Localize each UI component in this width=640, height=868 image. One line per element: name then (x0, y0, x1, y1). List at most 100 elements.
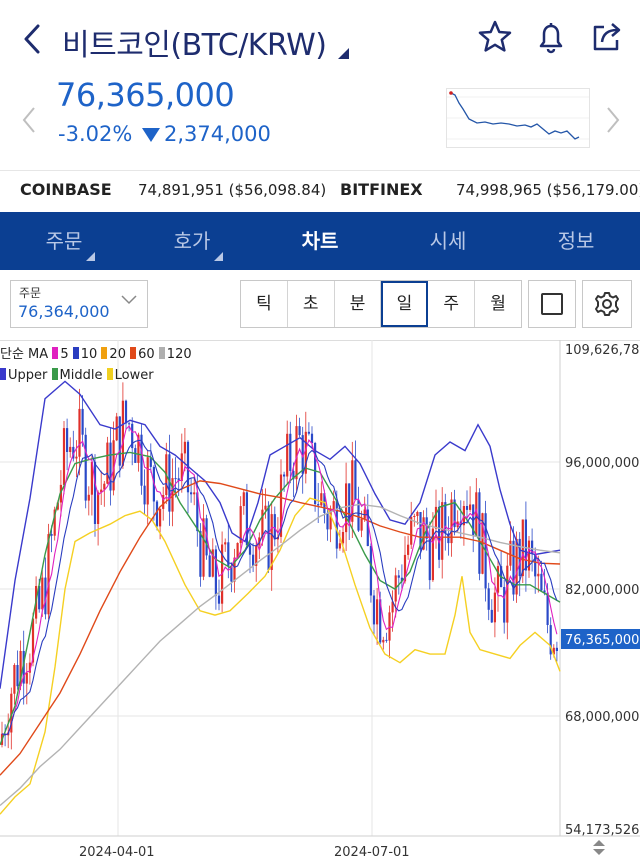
candle-body (183, 441, 186, 454)
chart-type-button[interactable] (528, 280, 576, 328)
period-month-button[interactable]: 월 (490, 294, 506, 314)
period-selector: 틱 초 분 일 주 월 (240, 280, 522, 328)
candle-body (410, 516, 413, 545)
series-line-60 (0, 480, 561, 776)
candle-body (326, 513, 329, 530)
candle-body (41, 577, 44, 610)
candle-body (546, 592, 549, 625)
ma5-line (1, 425, 558, 736)
period-minute-button[interactable]: 분 (335, 281, 382, 327)
lower-swatch (106, 368, 113, 380)
chart-canvas[interactable]: 109,626,785 96,000,000 82,000,000 68,000… (0, 340, 640, 864)
candle-body (314, 443, 317, 505)
star-icon[interactable] (476, 18, 514, 56)
candle-body (552, 647, 555, 655)
title-dropdown-caret-icon[interactable] (338, 48, 349, 59)
candle-body (267, 505, 270, 570)
candle-body (515, 538, 518, 595)
candle-body (354, 460, 357, 501)
candle-body (329, 510, 332, 530)
candle-body (369, 546, 372, 596)
candle-body (196, 492, 199, 532)
candle-body (28, 662, 31, 673)
candle-body (180, 453, 183, 481)
period-second-button[interactable]: 초 (288, 281, 335, 327)
chart-scroll-down-icon[interactable] (593, 849, 605, 855)
tab-quotes[interactable]: 시세 (429, 229, 467, 253)
chart-settings-button[interactable] (582, 280, 632, 328)
candle-body (360, 518, 363, 531)
candle-body (419, 512, 422, 550)
candle-body (56, 502, 59, 510)
candle-body (422, 517, 425, 550)
candle-body (465, 506, 469, 510)
candle-body (233, 557, 236, 582)
candle-body (341, 532, 345, 544)
candle-body (69, 446, 72, 452)
tab-order[interactable]: 주문 (45, 229, 83, 253)
chart-scroll-up-icon[interactable] (593, 840, 605, 846)
exchange-prices: COINBASE 74,891,951 ($56,098.84) BITFINE… (0, 170, 640, 211)
next-coin-icon[interactable] (604, 104, 622, 136)
candle-body (372, 595, 376, 625)
tab-info[interactable]: 정보 (557, 229, 595, 253)
candle-body (59, 484, 62, 503)
candle-body (143, 485, 146, 505)
candle-body (493, 592, 496, 623)
candle-body (335, 501, 338, 549)
chart-grid (0, 340, 640, 837)
candle-body (264, 505, 267, 510)
share-icon[interactable] (588, 18, 626, 56)
candle-body (208, 555, 211, 577)
candle-body (363, 509, 366, 519)
exchange-value: 74,998,965 ($56,179.00) (456, 181, 640, 199)
candle-body (273, 514, 276, 540)
candle-body (100, 489, 103, 493)
candle-body (72, 446, 75, 459)
candle-body (53, 509, 56, 536)
candle-body (131, 423, 134, 449)
candle-body (385, 639, 388, 641)
bb-legend: Upper Middle Lower (0, 368, 154, 383)
back-arrow-icon[interactable] (18, 22, 48, 56)
candle-body (38, 586, 41, 610)
bell-icon[interactable] (532, 18, 570, 56)
candle-body (19, 651, 22, 687)
candle-body (193, 492, 196, 495)
exchange-name: COINBASE (20, 180, 112, 199)
candle-body (202, 518, 205, 577)
coin-title[interactable]: 비트코인(BTC/KRW) (62, 28, 327, 63)
candle-body (478, 492, 481, 574)
period-week-button[interactable]: 주 (428, 281, 476, 327)
candle-body (84, 434, 87, 501)
candle-body (258, 537, 261, 546)
order-price-dropdown[interactable]: 주문 76,364,000 (10, 280, 148, 328)
candle-body (279, 474, 283, 537)
candle-body (301, 435, 304, 474)
series-line-120 (0, 503, 561, 807)
candle-body (78, 408, 81, 457)
prev-coin-icon[interactable] (20, 104, 38, 136)
candle-body (292, 470, 295, 480)
candle-body (453, 499, 456, 528)
candle-body (379, 599, 382, 643)
price-chart[interactable]: 109,626,785 96,000,000 82,000,000 68,000… (0, 340, 640, 864)
candle-body (255, 545, 258, 566)
candle-body (227, 542, 230, 566)
header: 비트코인(BTC/KRW) 76,365,000 -3.02% 2,374,00… (0, 0, 640, 168)
tab-chart[interactable]: 차트 (301, 229, 339, 253)
candle-body (469, 504, 472, 510)
candle-body (16, 665, 19, 687)
candle-body (159, 508, 162, 527)
tab-orderbook[interactable]: 호가 (173, 229, 211, 253)
candle-body (62, 428, 66, 485)
candle-body (555, 647, 558, 651)
candle-body (400, 577, 403, 582)
change-percent: -3.02% (58, 122, 133, 146)
y-tick-label: 82,000,000 (565, 583, 639, 598)
period-day-button[interactable]: 일 (381, 281, 429, 327)
candle-body (345, 483, 348, 533)
current-price-tag (561, 629, 640, 649)
period-tick-button[interactable]: 틱 (241, 281, 288, 327)
down-triangle-icon (142, 128, 160, 142)
